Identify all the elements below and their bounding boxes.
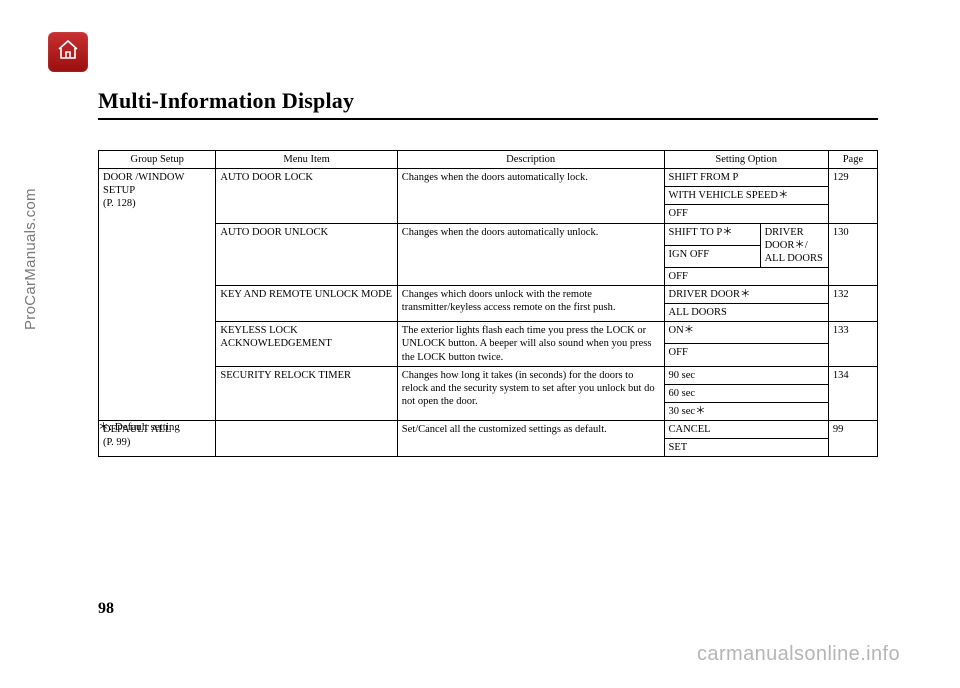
opt: OFF xyxy=(664,267,828,285)
footer-url: carmanualsonline.info xyxy=(697,643,900,666)
opt: OFF xyxy=(664,205,828,223)
menu-default-all xyxy=(216,421,397,457)
page-ref: 129 xyxy=(828,169,877,223)
footnote-default: ＊: Default setting xyxy=(98,418,180,434)
sidebar-watermark: ProCarManuals.com xyxy=(22,188,39,330)
group-pageref: (P. 99) xyxy=(103,437,130,448)
table-row: KEY AND REMOTE UNLOCK MODE Changes which… xyxy=(99,286,878,304)
desc-keyless-lock-ack: The exterior lights flash each time you … xyxy=(397,322,664,366)
page-ref: 132 xyxy=(828,286,877,322)
menu-auto-door-lock: AUTO DOOR LOCK xyxy=(216,169,397,223)
table-row: DOOR /WINDOW SETUP (P. 128) AUTO DOOR LO… xyxy=(99,169,878,187)
opt: 60 sec xyxy=(664,384,828,402)
desc-auto-door-lock: Changes when the doors automatically loc… xyxy=(397,169,664,223)
home-button[interactable] xyxy=(48,32,88,72)
opt: SHIFT FROM P xyxy=(664,169,828,187)
page-ref: 130 xyxy=(828,223,877,286)
page-ref: 99 xyxy=(828,421,877,457)
opt: ON＊ xyxy=(664,322,828,344)
desc-default-all: Set/Cancel all the customized settings a… xyxy=(397,421,664,457)
col-menu: Menu Item xyxy=(216,151,397,169)
page-ref: 133 xyxy=(828,322,877,366)
title-rule xyxy=(98,118,878,120)
table-header-row: Group Setup Menu Item Description Settin… xyxy=(99,151,878,169)
section-title: Multi-Information Display xyxy=(98,88,354,114)
page-ref: 134 xyxy=(828,366,877,420)
col-page: Page xyxy=(828,151,877,169)
menu-key-remote-unlock: KEY AND REMOTE UNLOCK MODE xyxy=(216,286,397,322)
desc-security-relock: Changes how long it takes (in seconds) f… xyxy=(397,366,664,420)
table-row: DEFAULT ALL (P. 99) Set/Cancel all the c… xyxy=(99,421,878,439)
opt: SHIFT TO P＊ xyxy=(664,223,760,245)
opt: CANCEL xyxy=(664,421,828,439)
opt: DRIVER DOOR＊ xyxy=(664,286,828,304)
table-row: AUTO DOOR UNLOCK Changes when the doors … xyxy=(99,223,878,245)
table-row: KEYLESS LOCK ACKNOWLEDGEMENT The exterio… xyxy=(99,322,878,344)
col-desc: Description xyxy=(397,151,664,169)
opt: 30 sec＊ xyxy=(664,402,828,420)
group-pageref: (P. 128) xyxy=(103,198,136,209)
menu-security-relock: SECURITY RELOCK TIMER xyxy=(216,366,397,420)
opt: 90 sec xyxy=(664,366,828,384)
opt: WITH VEHICLE SPEED＊ xyxy=(664,187,828,205)
settings-table: Group Setup Menu Item Description Settin… xyxy=(98,150,878,457)
menu-auto-door-unlock: AUTO DOOR UNLOCK xyxy=(216,223,397,286)
opt: DRIVER DOOR＊/ ALL DOORS xyxy=(760,223,828,267)
desc-key-remote-unlock: Changes which doors unlock with the remo… xyxy=(397,286,664,322)
home-icon xyxy=(56,38,80,67)
desc-auto-door-unlock: Changes when the doors automatically unl… xyxy=(397,223,664,286)
opt: SET xyxy=(664,439,828,457)
col-group: Group Setup xyxy=(99,151,216,169)
group-label: DOOR /WINDOW SETUP xyxy=(103,172,184,196)
menu-keyless-lock-ack: KEYLESS LOCK ACKNOWLEDGEMENT xyxy=(216,322,397,366)
table-row: SECURITY RELOCK TIMER Changes how long i… xyxy=(99,366,878,384)
group-door-window: DOOR /WINDOW SETUP (P. 128) xyxy=(99,169,216,421)
opt: IGN OFF xyxy=(664,245,760,267)
opt: OFF xyxy=(664,344,828,366)
page-number: 98 xyxy=(98,600,114,618)
opt: ALL DOORS xyxy=(664,304,828,322)
col-option: Setting Option xyxy=(664,151,828,169)
